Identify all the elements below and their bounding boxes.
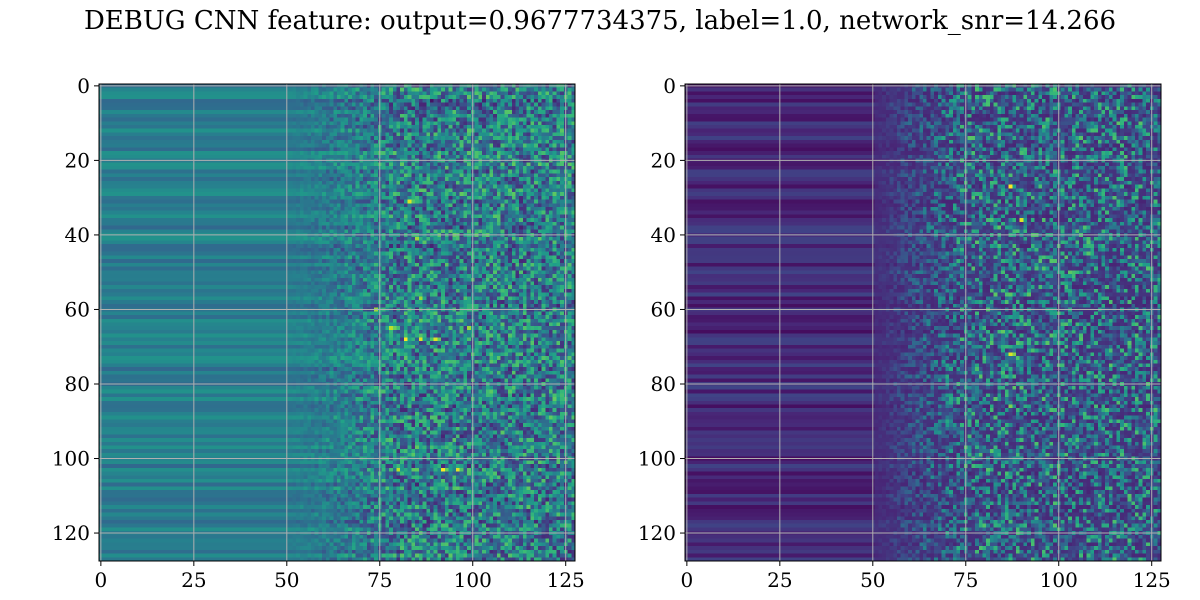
y-tick-label: 120 [638,521,676,545]
x-tick-label: 25 [767,568,792,592]
y-tick-label: 120 [52,521,90,545]
x-tick-label: 125 [547,568,585,592]
y-tick-label: 20 [651,148,676,172]
x-tick-label: 0 [94,568,107,592]
heatmap-image [99,84,575,561]
heatmap-panel-left: 0 25 50 75 100 125 0 20 40 60 80 100 120 [52,74,585,592]
heatmap-panel-right: 0 25 50 75 100 125 0 20 40 60 80 100 120 [638,74,1171,592]
y-tick-label: 100 [52,447,90,471]
x-tick-label: 75 [953,568,978,592]
x-tick-label: 125 [1133,568,1171,592]
heatmap-image [685,84,1161,561]
x-tick-label: 25 [181,568,206,592]
x-tick-label: 50 [860,568,885,592]
y-tick-label: 40 [651,223,676,247]
y-tick-label: 80 [651,372,676,396]
y-tick-label: 60 [651,297,676,321]
y-tick-label: 60 [65,297,90,321]
y-tick-label: 20 [65,148,90,172]
y-tick-label: 80 [65,372,90,396]
figure-title: DEBUG CNN feature: output=0.9677734375, … [83,6,1117,36]
y-tick-label: 100 [638,447,676,471]
y-tick-label: 0 [663,74,676,98]
y-tick-label: 0 [77,74,90,98]
x-tick-label: 100 [454,568,492,592]
x-tick-label: 75 [367,568,392,592]
axes-frame [98,83,576,562]
x-tick-label: 0 [680,568,693,592]
x-tick-label: 100 [1040,568,1078,592]
y-tick-label: 40 [65,223,90,247]
axes-frame [684,83,1162,562]
x-tick-label: 50 [274,568,299,592]
